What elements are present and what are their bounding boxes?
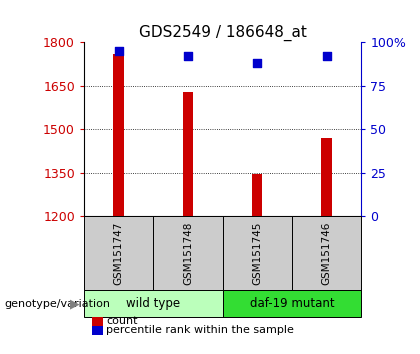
Point [254,61,260,66]
Text: percentile rank within the sample: percentile rank within the sample [106,325,294,335]
Text: daf-19 mutant: daf-19 mutant [249,297,334,310]
Text: GSM151746: GSM151746 [322,221,331,285]
Text: GSM151747: GSM151747 [114,221,123,285]
Text: GSM151748: GSM151748 [183,221,193,285]
Point [323,53,330,59]
Text: ▶: ▶ [70,297,80,310]
Text: count: count [106,316,138,326]
Text: wild type: wild type [126,297,180,310]
Point [115,48,122,54]
Title: GDS2549 / 186648_at: GDS2549 / 186648_at [139,25,307,41]
Bar [252,174,262,216]
Bar [113,54,124,216]
Bar [321,138,332,216]
Point [185,53,192,59]
Text: genotype/variation: genotype/variation [4,298,110,309]
Bar [183,92,193,216]
Text: GSM151745: GSM151745 [252,221,262,285]
